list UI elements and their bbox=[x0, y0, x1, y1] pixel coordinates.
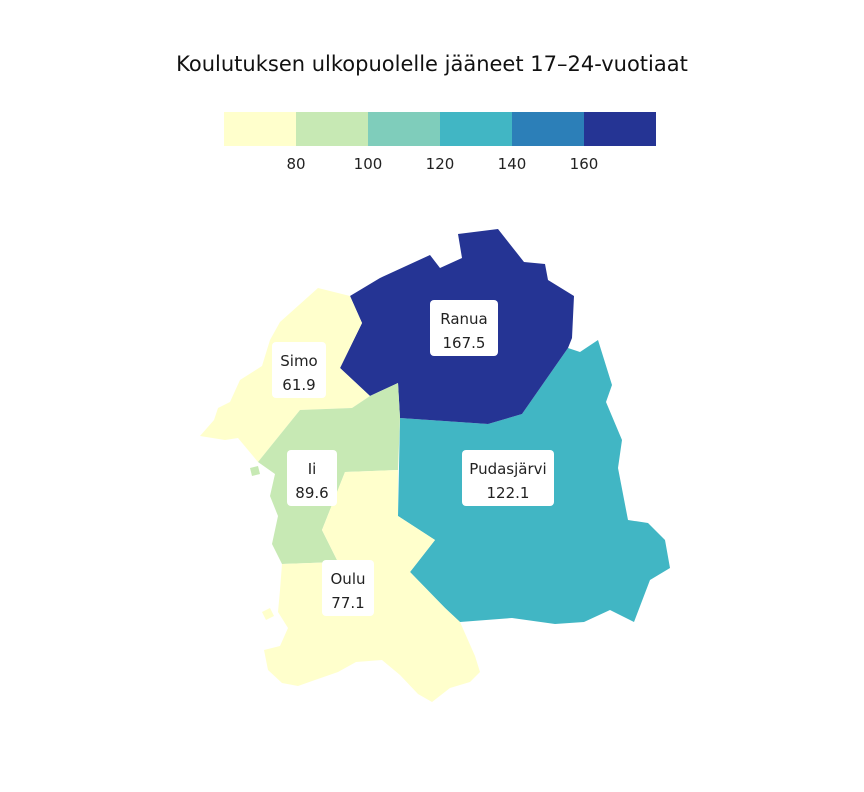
legend-tick-label: 160 bbox=[569, 155, 599, 173]
region-value: 89.6 bbox=[295, 484, 328, 502]
legend-swatch-3 bbox=[368, 112, 440, 146]
region-value: 61.9 bbox=[282, 376, 315, 394]
region-value: 122.1 bbox=[487, 484, 530, 502]
region-name: Oulu bbox=[331, 570, 366, 588]
legend-tick-label: 100 bbox=[353, 155, 383, 173]
region-name: Ii bbox=[308, 460, 317, 478]
region-name: Pudasjärvi bbox=[469, 460, 546, 478]
region-name: Ranua bbox=[440, 310, 488, 328]
map-title: Koulutuksen ulkopuolelle jääneet 17–24-v… bbox=[176, 52, 688, 76]
color-legend bbox=[224, 112, 656, 146]
region-value: 77.1 bbox=[331, 594, 364, 612]
legend-swatch-2 bbox=[296, 112, 368, 146]
legend-tick-label: 120 bbox=[425, 155, 455, 173]
legend-swatch-6 bbox=[584, 112, 656, 146]
label-oulu: Oulu 77.1 bbox=[322, 560, 374, 616]
label-pudasjarvi: Pudasjärvi 122.1 bbox=[462, 450, 554, 506]
label-ranua: Ranua 167.5 bbox=[430, 300, 498, 356]
label-ii: Ii 89.6 bbox=[287, 450, 337, 506]
legend-tick-label: 80 bbox=[286, 155, 306, 173]
island-shape bbox=[262, 608, 274, 620]
island-shape bbox=[250, 466, 260, 476]
legend-swatch-5 bbox=[512, 112, 584, 146]
label-simo: Simo 61.9 bbox=[272, 342, 326, 398]
region-value: 167.5 bbox=[443, 334, 486, 352]
legend-swatch-4 bbox=[440, 112, 512, 146]
legend-tick-label: 140 bbox=[497, 155, 527, 173]
region-name: Simo bbox=[280, 352, 317, 370]
legend-swatch-1 bbox=[224, 112, 296, 146]
